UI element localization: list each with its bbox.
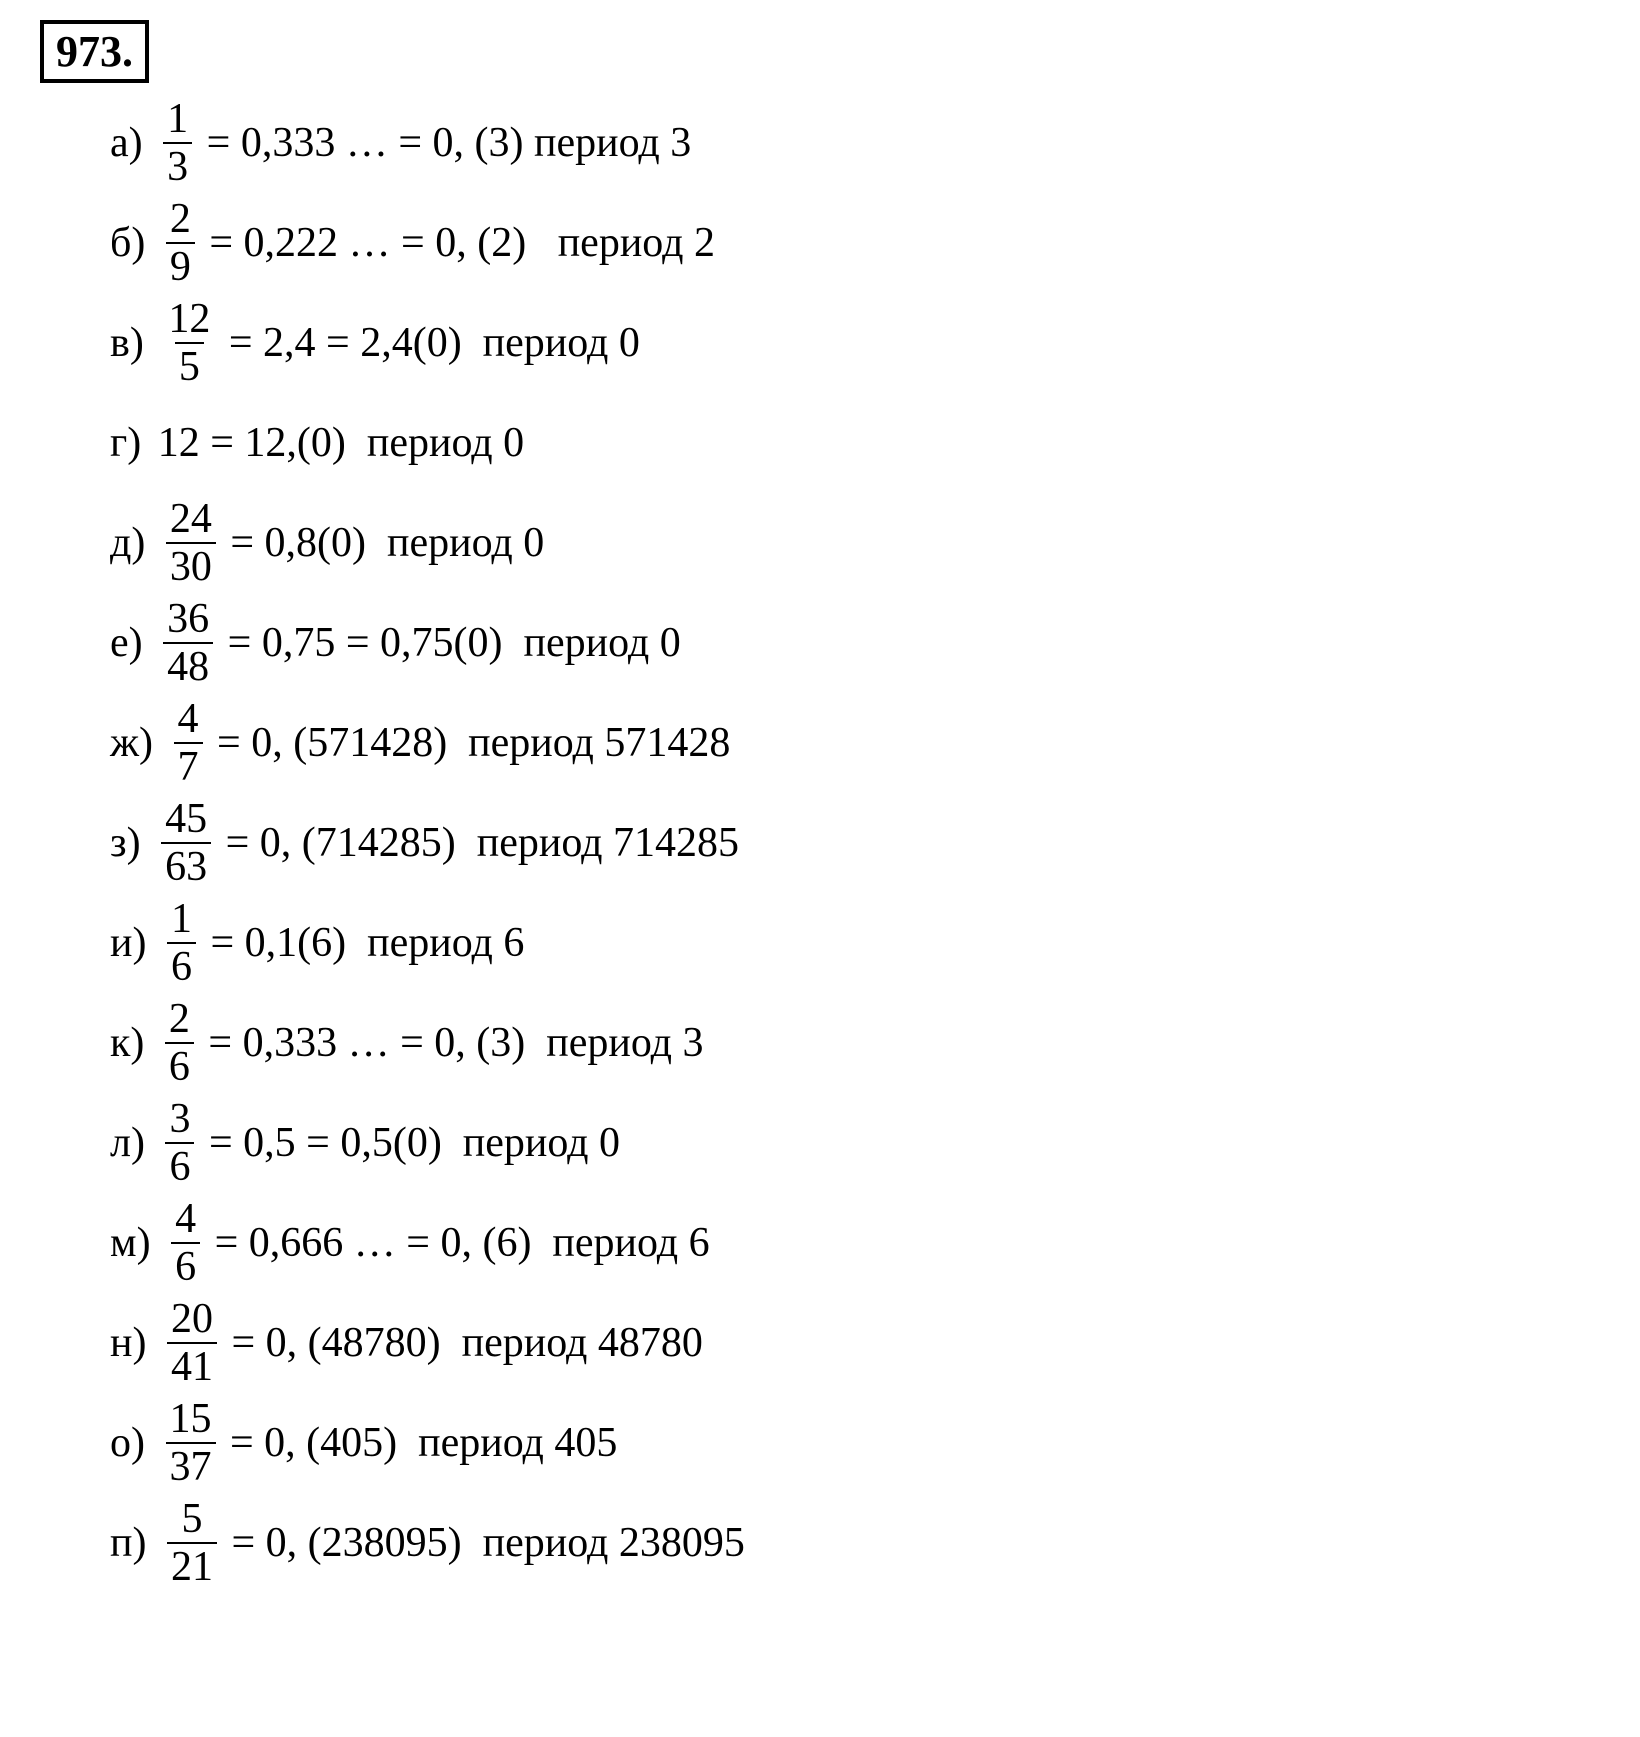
fraction-denominator: 7 — [174, 742, 203, 788]
fraction-numerator: 1 — [163, 98, 192, 142]
line-expression: = 0,333 … = 0, (3) период 3 — [198, 1019, 704, 1067]
fraction-denominator: 41 — [167, 1342, 217, 1388]
fraction-numerator: 4 — [174, 698, 203, 742]
line-label: к) — [110, 1019, 155, 1067]
fraction-numerator: 24 — [166, 498, 216, 542]
math-line: л) 36 = 0,5 = 0,5(0) период 0 — [110, 1093, 1600, 1193]
line-expression: = 0, (714285) период 714285 — [215, 819, 739, 867]
fraction-numerator: 45 — [161, 798, 211, 842]
fraction-denominator: 63 — [161, 842, 211, 888]
line-expression: = 0, (48780) период 48780 — [221, 1319, 703, 1367]
math-line: б) 29 = 0,222 … = 0, (2) период 2 — [110, 193, 1600, 293]
math-line: м) 46 = 0,666 … = 0, (6) период 6 — [110, 1193, 1600, 1293]
line-expression: = 0,222 … = 0, (2) период 2 — [199, 219, 715, 267]
line-label: и) — [110, 919, 157, 967]
math-line: а) 13 = 0,333 … = 0, (3) период 3 — [110, 93, 1600, 193]
fraction-numerator: 2 — [166, 198, 195, 242]
line-label: б) — [110, 219, 156, 267]
fraction-denominator: 30 — [166, 542, 216, 588]
math-line: д) 2430 = 0,8(0) период 0 — [110, 493, 1600, 593]
line-label: п) — [110, 1519, 157, 1567]
line-expression: = 0, (238095) период 238095 — [221, 1519, 745, 1567]
fraction-denominator: 21 — [167, 1542, 217, 1588]
fraction-denominator: 9 — [166, 242, 195, 288]
line-label: в) — [110, 319, 154, 367]
fraction-denominator: 37 — [166, 1442, 216, 1488]
fraction-numerator: 12 — [164, 298, 214, 342]
math-line: г) 12 = 12,(0) период 0 — [110, 393, 1600, 493]
math-line: к) 26 = 0,333 … = 0, (3) период 3 — [110, 993, 1600, 1093]
fraction-numerator: 36 — [163, 598, 213, 642]
line-expression: = 0,75 = 0,75(0) период 0 — [217, 619, 681, 667]
line-label: ж) — [110, 719, 164, 767]
line-expression: = 0,8(0) период 0 — [220, 519, 544, 567]
fraction: 3648 — [163, 598, 213, 688]
fraction-numerator: 2 — [165, 998, 194, 1042]
page: 973. а) 13 = 0,333 … = 0, (3) период 3б)… — [0, 0, 1640, 1737]
line-label: д) — [110, 519, 156, 567]
fraction: 13 — [163, 98, 192, 188]
fraction: 125 — [164, 298, 214, 388]
fraction-numerator: 1 — [167, 898, 196, 942]
fraction-denominator: 3 — [163, 142, 192, 188]
line-label: н) — [110, 1319, 157, 1367]
fraction-numerator: 20 — [167, 1298, 217, 1342]
fraction: 2430 — [166, 498, 216, 588]
math-line: з) 4563 = 0, (714285) период 714285 — [110, 793, 1600, 893]
fraction: 47 — [174, 698, 203, 788]
fraction-numerator: 3 — [165, 1098, 194, 1142]
line-expression: = 0,5 = 0,5(0) период 0 — [198, 1119, 620, 1167]
fraction-denominator: 6 — [167, 942, 196, 988]
fraction-denominator: 6 — [165, 1042, 194, 1088]
math-line: н) 2041 = 0, (48780) период 48780 — [110, 1293, 1600, 1393]
math-line: е) 3648 = 0,75 = 0,75(0) период 0 — [110, 593, 1600, 693]
line-label: л) — [110, 1119, 155, 1167]
line-label: г) — [110, 419, 152, 467]
math-line: и) 16 = 0,1(6) период 6 — [110, 893, 1600, 993]
fraction-denominator: 6 — [165, 1142, 194, 1188]
fraction: 29 — [166, 198, 195, 288]
line-expression: = 2,4 = 2,4(0) период 0 — [218, 319, 640, 367]
math-line: ж) 47 = 0, (571428) период 571428 — [110, 693, 1600, 793]
fraction: 46 — [171, 1198, 200, 1288]
fraction-numerator: 4 — [171, 1198, 200, 1242]
fraction: 1537 — [166, 1398, 216, 1488]
fraction-denominator: 6 — [171, 1242, 200, 1288]
problem-number: 973. — [40, 20, 149, 83]
line-expression: = 0,1(6) период 6 — [200, 919, 524, 967]
line-label: а) — [110, 119, 153, 167]
fraction: 26 — [165, 998, 194, 1088]
fraction-numerator: 15 — [166, 1398, 216, 1442]
line-expression: 12 = 12,(0) период 0 — [158, 419, 524, 467]
math-line: п) 521 = 0, (238095) период 238095 — [110, 1493, 1600, 1593]
fraction: 521 — [167, 1498, 217, 1588]
math-line: о) 1537 = 0, (405) период 405 — [110, 1393, 1600, 1493]
math-lines: а) 13 = 0,333 … = 0, (3) период 3б) 29 =… — [110, 93, 1600, 1593]
line-expression: = 0, (571428) период 571428 — [207, 719, 731, 767]
line-label: е) — [110, 619, 153, 667]
fraction-numerator: 5 — [177, 1498, 206, 1542]
line-label: з) — [110, 819, 151, 867]
fraction-denominator: 5 — [175, 342, 204, 388]
fraction: 4563 — [161, 798, 211, 888]
line-expression: = 0,333 … = 0, (3) период 3 — [196, 119, 691, 167]
math-line: в) 125 = 2,4 = 2,4(0) период 0 — [110, 293, 1600, 393]
line-expression: = 0,666 … = 0, (6) период 6 — [204, 1219, 710, 1267]
fraction: 2041 — [167, 1298, 217, 1388]
line-expression: = 0, (405) период 405 — [220, 1419, 618, 1467]
line-label: м) — [110, 1219, 161, 1267]
fraction: 36 — [165, 1098, 194, 1188]
line-label: о) — [110, 1419, 156, 1467]
fraction: 16 — [167, 898, 196, 988]
fraction-denominator: 48 — [163, 642, 213, 688]
